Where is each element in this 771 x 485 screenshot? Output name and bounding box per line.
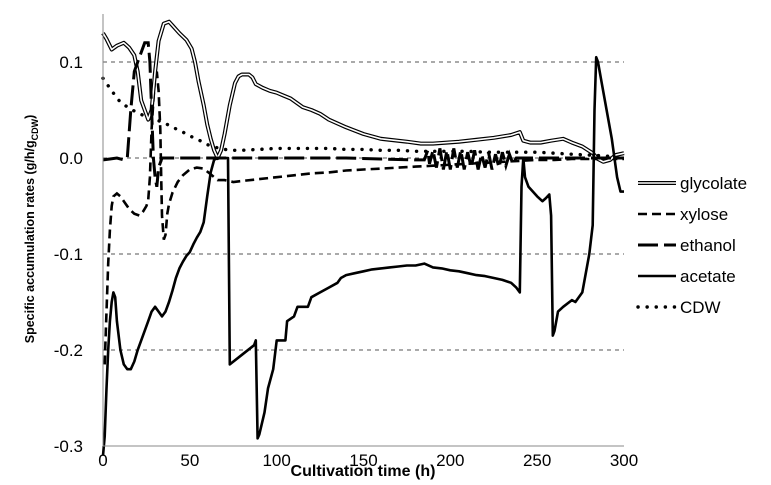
x-tick-label: 200 <box>436 451 464 470</box>
y-axis-title: Specific accumulation rates (g/h/gCDW) <box>23 115 40 344</box>
legend-item-acetate: acetate <box>638 267 736 286</box>
y-tick-labels: -0.3 -0.2 -0.1 0.0 0.1 <box>54 53 83 456</box>
series-CDW <box>101 76 626 160</box>
series-line <box>102 41 624 188</box>
legend-item-CDW: CDW <box>636 298 721 317</box>
series-outline <box>101 19 625 164</box>
series-layer <box>101 19 626 456</box>
x-tick-label: 250 <box>523 451 551 470</box>
legend-label: acetate <box>680 267 736 286</box>
x-tick-label: 50 <box>180 451 199 470</box>
y-tick-label: 0.0 <box>59 149 83 168</box>
series-inner <box>102 20 625 163</box>
x-tick-label: 150 <box>349 451 377 470</box>
x-axis-title: Cultivation time (h) <box>291 463 436 480</box>
series-acetate <box>101 55 624 456</box>
x-tick-label: 100 <box>262 451 290 470</box>
series-line <box>101 76 626 160</box>
legend-item-glycolate: glycolate <box>638 174 747 193</box>
axes <box>102 14 624 447</box>
series-line <box>103 71 624 365</box>
y-tick-label: -0.2 <box>54 341 83 360</box>
y-axis-title-subscript: CDW <box>30 118 40 140</box>
legend-label: ethanol <box>680 236 736 255</box>
legend-label: CDW <box>680 298 721 317</box>
x-tick-label: 300 <box>610 451 638 470</box>
x-tick-label: 0 <box>98 451 107 470</box>
series-line <box>101 55 624 456</box>
legend: glycolate xylose ethanol acetate CDW <box>636 174 747 317</box>
series-ethanol <box>102 41 624 188</box>
y-axis-title-close: ) <box>23 115 37 119</box>
y-tick-label: -0.1 <box>54 245 83 264</box>
legend-label: xylose <box>680 205 728 224</box>
y-tick-label: 0.1 <box>59 53 83 72</box>
series-glycolate <box>101 19 625 164</box>
legend-label: glycolate <box>680 174 747 193</box>
legend-item-xylose: xylose <box>638 205 728 224</box>
series-xylose <box>103 71 624 365</box>
y-axis-title-main: Specific accumulation rates (g/h/g <box>23 140 37 343</box>
gridlines <box>103 61 624 351</box>
x-tick-labels: 0 50 100 150 200 250 300 <box>98 451 638 470</box>
y-tick-label: -0.3 <box>54 437 83 456</box>
legend-item-ethanol: ethanol <box>638 236 736 255</box>
